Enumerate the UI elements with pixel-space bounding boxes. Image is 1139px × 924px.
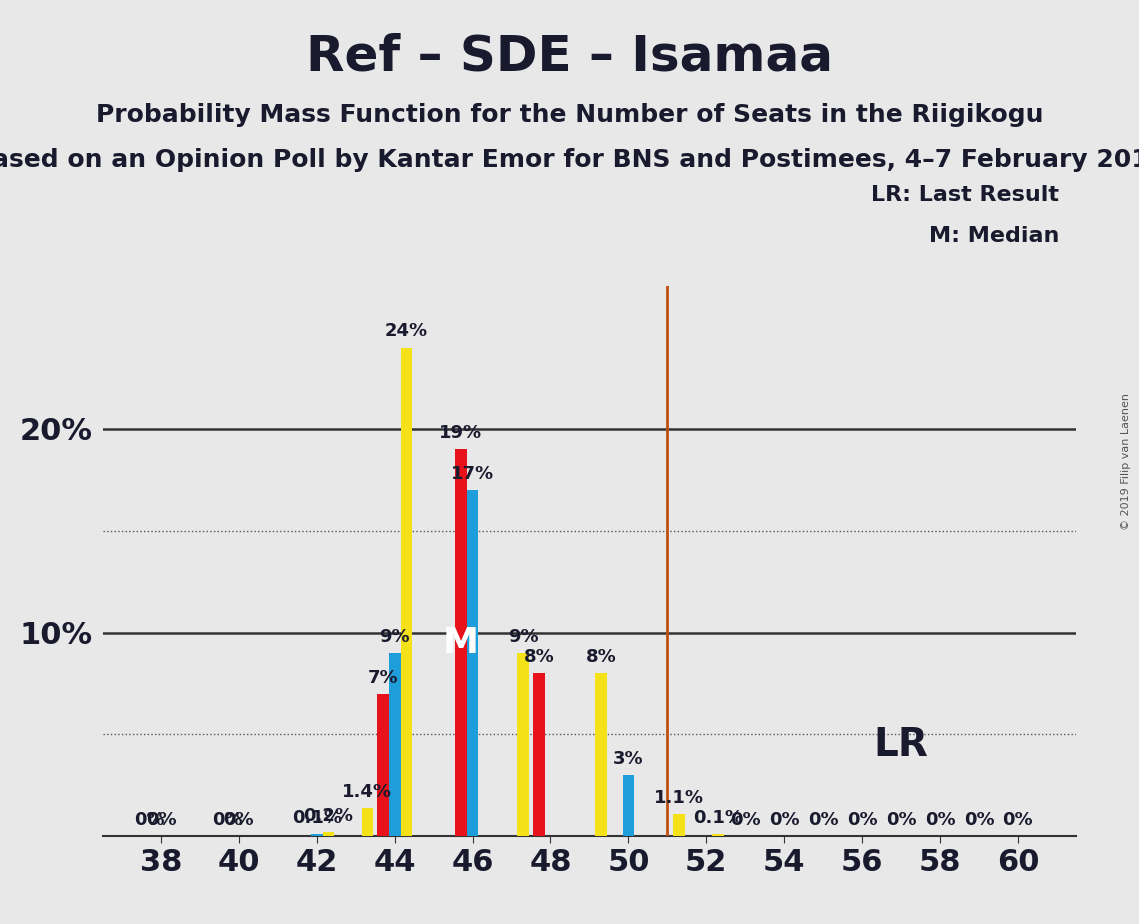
Text: 9%: 9% bbox=[508, 627, 539, 646]
Text: 0%: 0% bbox=[886, 811, 917, 829]
Text: 9%: 9% bbox=[379, 627, 410, 646]
Text: 0%: 0% bbox=[808, 811, 838, 829]
Text: 0%: 0% bbox=[769, 811, 800, 829]
Text: 0%: 0% bbox=[846, 811, 877, 829]
Text: 8%: 8% bbox=[585, 649, 616, 666]
Text: 0%: 0% bbox=[1002, 811, 1033, 829]
Bar bbox=[456, 449, 467, 836]
Text: 0%: 0% bbox=[925, 811, 956, 829]
Bar bbox=[517, 653, 528, 836]
Text: M: Median: M: Median bbox=[929, 226, 1059, 247]
Text: 17%: 17% bbox=[451, 465, 494, 483]
Text: Ref – SDE – Isamaa: Ref – SDE – Isamaa bbox=[306, 32, 833, 80]
Text: 1.1%: 1.1% bbox=[654, 789, 704, 807]
Bar bbox=[401, 347, 412, 836]
Text: 7%: 7% bbox=[368, 669, 399, 687]
Text: 19%: 19% bbox=[440, 424, 483, 443]
Bar bbox=[311, 834, 322, 836]
Text: © 2019 Filip van Laenen: © 2019 Filip van Laenen bbox=[1121, 394, 1131, 530]
Text: Probability Mass Function for the Number of Seats in the Riigikogu: Probability Mass Function for the Number… bbox=[96, 103, 1043, 128]
Text: 1.4%: 1.4% bbox=[343, 783, 393, 800]
Text: 0%: 0% bbox=[134, 811, 164, 829]
Bar bbox=[322, 833, 334, 836]
Text: 3%: 3% bbox=[613, 750, 644, 768]
Text: 0%: 0% bbox=[730, 811, 761, 829]
Bar bbox=[623, 775, 634, 836]
Bar bbox=[533, 674, 544, 836]
Text: 0.2%: 0.2% bbox=[303, 807, 353, 825]
Bar bbox=[596, 674, 607, 836]
Bar bbox=[673, 814, 685, 836]
Text: 0.1%: 0.1% bbox=[693, 809, 743, 827]
Text: LR: Last Result: LR: Last Result bbox=[871, 185, 1059, 205]
Bar bbox=[388, 653, 401, 836]
Text: Based on an Opinion Poll by Kantar Emor for BNS and Postimees, 4–7 February 2019: Based on an Opinion Poll by Kantar Emor … bbox=[0, 148, 1139, 172]
Text: 0%: 0% bbox=[223, 811, 254, 829]
Bar bbox=[712, 834, 723, 836]
Text: M: M bbox=[443, 626, 478, 660]
Bar bbox=[361, 808, 374, 836]
Text: 0%: 0% bbox=[964, 811, 994, 829]
Text: 0%: 0% bbox=[146, 811, 177, 829]
Text: 24%: 24% bbox=[385, 322, 428, 340]
Bar bbox=[467, 490, 478, 836]
Text: 8%: 8% bbox=[524, 649, 555, 666]
Text: 0%: 0% bbox=[212, 811, 243, 829]
Text: LR: LR bbox=[874, 725, 928, 763]
Bar bbox=[377, 694, 388, 836]
Text: 0.1%: 0.1% bbox=[292, 809, 342, 827]
